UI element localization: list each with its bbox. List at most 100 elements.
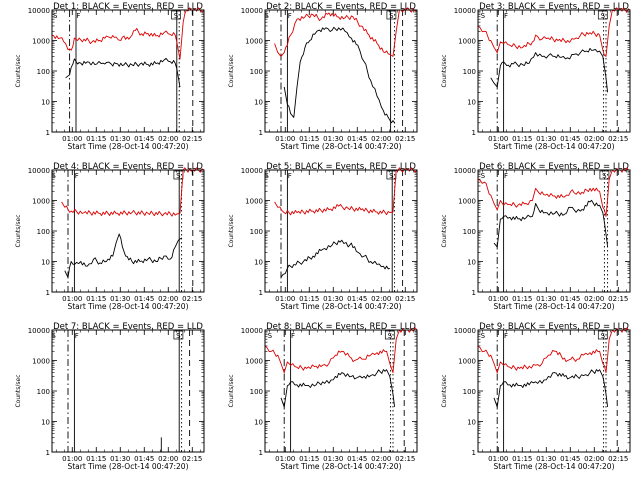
x-tick-label: 02:15	[395, 135, 415, 143]
x-tick-label: 01:15	[86, 455, 106, 463]
series-events-line	[490, 47, 609, 93]
x-tick-label: 02:15	[395, 455, 415, 463]
series-events-line	[283, 26, 395, 124]
flag-label: S	[176, 172, 181, 180]
x-tick-label: 02:00	[584, 455, 604, 463]
flag-label: F	[504, 172, 508, 180]
x-tick-label: 02:00	[371, 455, 391, 463]
y-tick-label: 10000	[454, 7, 476, 15]
y-tick-label: 1000	[458, 198, 476, 206]
x-tick-label: 01:15	[299, 295, 319, 303]
flag-label: S	[268, 332, 273, 340]
y-tick-label: 10	[254, 259, 263, 267]
x-axis-label: Start Time (28-Oct-14 00:47:20)	[493, 302, 614, 311]
flag-label: F	[291, 332, 295, 340]
x-tick-label: 01:45	[134, 295, 154, 303]
y-tick-label: 100	[250, 228, 263, 236]
plot-frame	[477, 9, 631, 133]
panel-det-7: Det 7: BLACK = Events, RED = LLD 1 10 100 10…	[15, 322, 205, 471]
x-axis-label: Start Time (28-Oct-14 00:47:20)	[493, 142, 614, 151]
panel-title: Det 1: BLACK = Events, RED = LLD	[53, 2, 203, 12]
flag-label: S	[601, 332, 606, 340]
x-tick-label: 01:15	[512, 295, 532, 303]
y-axis-label: Counts/sec	[15, 374, 22, 407]
x-axis-label: Start Time (28-Oct-14 00:47:20)	[67, 462, 188, 471]
y-tick-label: 10	[467, 419, 476, 427]
x-tick-label: 02:00	[371, 295, 391, 303]
panel-det-1: Det 1: BLACK = Events, RED = LLD 1 10 100 10…	[15, 2, 205, 151]
flag-label: S	[389, 172, 394, 180]
flag-box	[386, 10, 397, 20]
panel-det-2: Det 2: BLACK = Events, RED = LLD 1 10 100 10…	[228, 2, 418, 151]
flag-label: S	[264, 12, 269, 20]
series-events-line	[493, 199, 609, 248]
y-tick-label: 10000	[241, 327, 263, 335]
flag-box	[597, 330, 608, 340]
panel-title: Det 5: BLACK = Events, RED = LLD	[266, 162, 416, 172]
flag-label: S	[388, 332, 393, 340]
x-axis-label: Start Time (28-Oct-14 00:47:20)	[280, 142, 401, 151]
y-tick-label: 1000	[32, 198, 50, 206]
y-tick-label: 100	[37, 228, 50, 236]
plot-frame	[51, 169, 205, 293]
flag-label: S	[51, 332, 56, 340]
y-tick-label: 1000	[245, 38, 263, 46]
x-tick-label: 01:45	[347, 455, 367, 463]
x-tick-label: 02:00	[371, 135, 391, 143]
y-tick-label: 1	[472, 449, 476, 457]
panel-det-4: Det 4: BLACK = Events, RED = LLD 1 10 100 10…	[15, 162, 205, 311]
flag-label: S	[481, 12, 486, 20]
x-tick-label: 02:15	[182, 455, 202, 463]
panel-det-6: Det 6: BLACK = Events, RED = LLD 1 10 100 10…	[441, 162, 631, 311]
panel-title: Det 6: BLACK = Events, RED = LLD	[479, 162, 629, 172]
flag-label: S	[53, 12, 58, 20]
plot-frame	[51, 329, 205, 453]
y-tick-label: 1000	[245, 198, 263, 206]
x-axis-label: Start Time (28-Oct-14 00:47:20)	[280, 462, 401, 471]
x-tick-label: 01:30	[323, 455, 343, 463]
x-tick-label: 01:45	[560, 135, 580, 143]
flag-box	[173, 330, 184, 340]
panel-det-5: Det 5: BLACK = Events, RED = LLD 1 10 100 10…	[228, 162, 418, 311]
series-lld-line	[477, 167, 630, 217]
x-tick-label: 01:45	[347, 295, 367, 303]
y-axis-label: Counts/sec	[15, 214, 22, 247]
series-lld-line	[477, 7, 631, 57]
x-tick-label: 02:00	[158, 135, 178, 143]
flag-label: F	[504, 12, 508, 20]
x-tick-label: 01:15	[512, 455, 532, 463]
y-tick-label: 10000	[28, 167, 50, 175]
x-axis-label: Start Time (28-Oct-14 00:47:20)	[67, 142, 188, 151]
y-tick-label: 1000	[32, 358, 50, 366]
flag-label: F	[288, 172, 292, 180]
y-tick-label: 100	[250, 68, 263, 76]
y-tick-label: 10000	[241, 7, 263, 15]
y-axis-label: Counts/sec	[228, 54, 235, 87]
y-axis-label: Counts/sec	[15, 54, 22, 87]
flag-label: F	[76, 12, 80, 20]
flag-box	[597, 10, 608, 20]
y-axis-label: Counts/sec	[228, 374, 235, 407]
series-lld-line	[477, 327, 630, 374]
y-axis-label: Counts/sec	[441, 54, 448, 87]
panel-title: Det 3: BLACK = Events, RED = LLD	[479, 2, 629, 12]
x-axis-label: Start Time (28-Oct-14 00:47:20)	[67, 302, 188, 311]
x-tick-label: 01:15	[299, 455, 319, 463]
y-tick-label: 10	[41, 419, 50, 427]
flag-label: S	[174, 12, 179, 20]
y-tick-label: 10	[41, 259, 50, 267]
x-tick-label: 02:15	[182, 135, 202, 143]
y-tick-label: 10000	[241, 167, 263, 175]
x-tick-label: 01:00	[62, 295, 82, 303]
x-tick-label: 01:30	[536, 455, 556, 463]
flag-label: S	[389, 12, 394, 20]
x-axis-label: Start Time (28-Oct-14 00:47:20)	[280, 302, 401, 311]
flag-label: S	[51, 172, 56, 180]
x-tick-label: 02:00	[584, 135, 604, 143]
x-tick-label: 01:45	[134, 455, 154, 463]
x-tick-label: 01:00	[488, 295, 508, 303]
y-tick-label: 1	[259, 449, 263, 457]
plot-frame	[264, 329, 418, 453]
plot-frame	[477, 329, 631, 453]
x-axis-label: Start Time (28-Oct-14 00:47:20)	[493, 462, 614, 471]
